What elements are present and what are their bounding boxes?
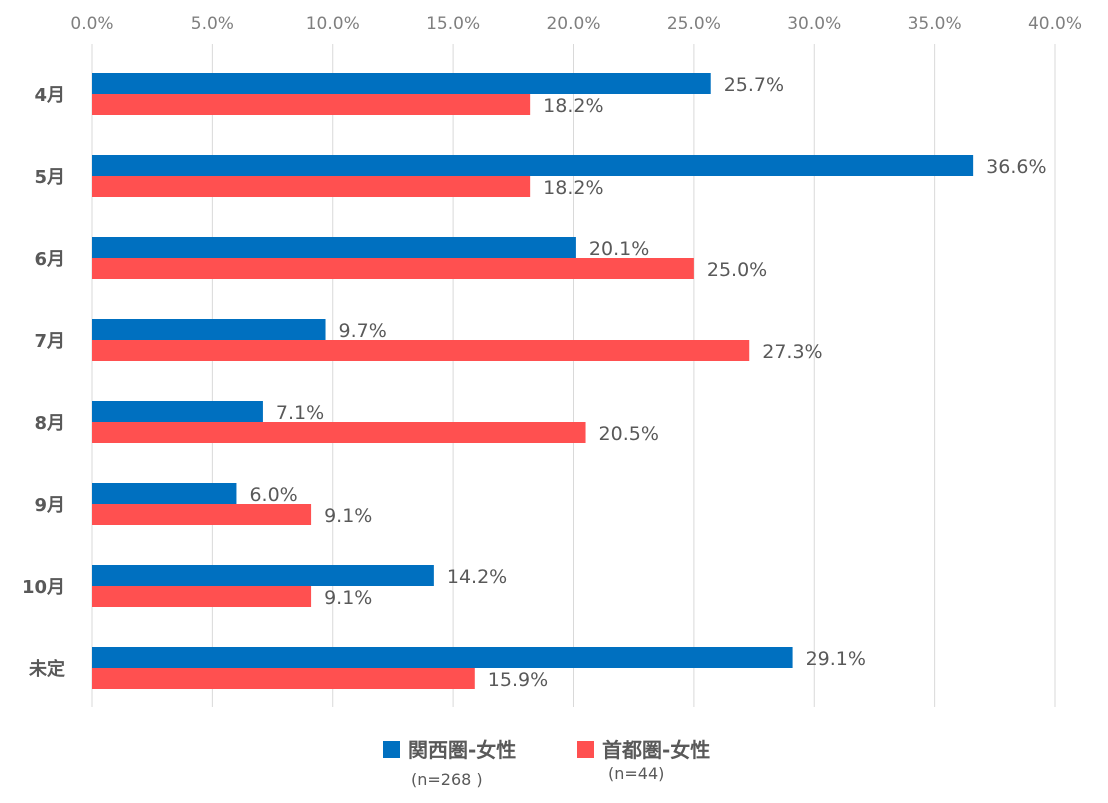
data-label: 25.7%: [724, 74, 784, 96]
x-tick-label: 35.0%: [908, 14, 962, 34]
x-tick-label: 40.0%: [1028, 14, 1082, 34]
legend-label-shutoken: 首都圏-女性: [602, 738, 710, 762]
x-tick-label: 10.0%: [306, 14, 360, 34]
data-label: 14.2%: [447, 566, 507, 588]
data-label: 25.0%: [707, 259, 767, 281]
legend-item-shutoken: 首都圏-女性 (n=44): [577, 738, 710, 783]
x-tick-label: 15.0%: [426, 14, 480, 34]
bar-shutoken: [92, 340, 750, 361]
bar-shutoken: [92, 668, 475, 689]
bar-shutoken: [92, 94, 531, 115]
data-label: 9.1%: [324, 587, 372, 609]
bar-shutoken: [92, 258, 694, 279]
legend-swatch-kansai: [383, 741, 400, 758]
x-tick-label: 25.0%: [667, 14, 721, 34]
data-label: 18.2%: [543, 177, 603, 199]
category-label: 10月: [22, 577, 65, 598]
legend-swatch-shutoken: [577, 741, 594, 758]
data-label: 9.1%: [324, 505, 372, 527]
data-label: 18.2%: [543, 95, 603, 117]
legend: 関西圏-女性 (n=268 ) 首都圏-女性 (n=44): [383, 738, 710, 789]
bar-shutoken: [92, 176, 531, 197]
category-label: 5月: [34, 167, 65, 188]
data-label: 20.1%: [589, 238, 649, 260]
data-label: 36.6%: [986, 156, 1046, 178]
data-label: 29.1%: [806, 648, 866, 670]
bar-shutoken: [92, 422, 586, 443]
bar-kansai: [92, 319, 326, 340]
x-tick-label: 30.0%: [787, 14, 841, 34]
bar-kansai: [92, 73, 711, 94]
x-axis-ticks: 0.0% 5.0% 10.0% 15.0% 20.0% 25.0% 30.0% 35.0% 40…: [70, 14, 1082, 34]
bar-shutoken: [92, 586, 312, 607]
bar-kansai: [92, 483, 237, 504]
legend-item-kansai: 関西圏-女性 (n=268 ): [383, 738, 516, 789]
x-tick-label: 5.0%: [191, 14, 234, 34]
category-label: 8月: [34, 413, 65, 434]
category-label: 9月: [34, 495, 65, 516]
bar-kansai: [92, 155, 974, 176]
category-label: 6月: [34, 249, 65, 270]
x-tick-label: 20.0%: [546, 14, 600, 34]
data-label: 20.5%: [599, 423, 659, 445]
data-label: 6.0%: [249, 484, 297, 506]
bars: 25.7% 18.2% 36.6% 18.2% 20.1% 25.0% 9.7% 27.3% 7…: [92, 73, 1047, 691]
data-label: 15.9%: [488, 669, 548, 691]
category-label: 未定: [29, 658, 65, 680]
data-label: 9.7%: [339, 320, 387, 342]
grid-lines: [91, 44, 1056, 707]
legend-n-shutoken: (n=44): [608, 764, 664, 783]
bar-kansai: [92, 237, 576, 258]
bar-kansai: [92, 565, 434, 586]
data-label: 7.1%: [276, 402, 324, 424]
bar-shutoken: [92, 504, 312, 525]
bar-kansai: [92, 647, 793, 668]
legend-label-kansai: 関西圏-女性: [408, 738, 516, 762]
x-tick-label: 0.0%: [70, 14, 113, 34]
legend-n-kansai: (n=268 ): [411, 770, 483, 789]
category-label: 7月: [34, 331, 65, 352]
bar-kansai: [92, 401, 263, 422]
data-label: 27.3%: [762, 341, 822, 363]
category-label: 4月: [34, 85, 65, 106]
